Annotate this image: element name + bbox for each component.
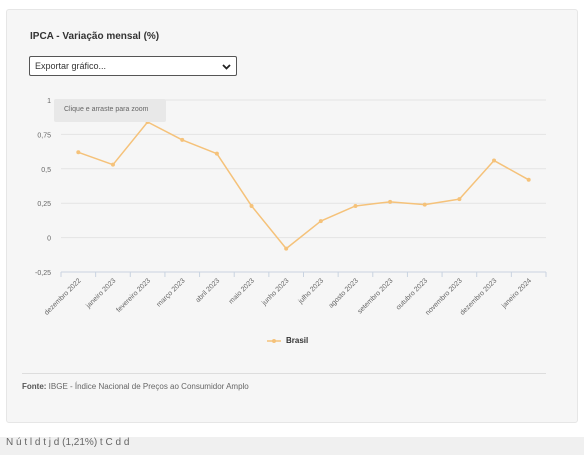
source-text: IBGE - Índice Nacional de Preços ao Cons… xyxy=(46,382,249,391)
x-tick-label: fevereiro 2023 xyxy=(115,277,152,314)
data-point xyxy=(110,162,115,167)
x-tick-label: maio 2023 xyxy=(228,277,256,305)
export-select-label: Exportar gráfico... xyxy=(35,61,107,71)
footer-divider xyxy=(22,373,546,374)
legend-swatch-brasil xyxy=(267,339,281,343)
data-point xyxy=(526,177,531,182)
data-point xyxy=(318,219,323,224)
export-chart-select[interactable]: Exportar gráfico... xyxy=(29,56,237,76)
data-point xyxy=(180,137,185,142)
data-point xyxy=(353,203,358,208)
x-tick-label: março 2023 xyxy=(156,277,187,308)
y-tick-label: 0,75 xyxy=(37,132,51,139)
y-tick-label: 1 xyxy=(47,98,51,105)
y-tick-label: -0,25 xyxy=(35,270,51,277)
x-tick-label: agosto 2023 xyxy=(328,277,360,309)
x-tick-label: janeiro 2023 xyxy=(84,277,117,310)
chevron-down-icon xyxy=(222,64,231,70)
y-tick-label: 0,5 xyxy=(41,167,51,174)
y-tick-label: 0 xyxy=(47,236,51,243)
x-tick-label: junho 2023 xyxy=(260,277,290,307)
chart-card: IPCA - Variação mensal (%) Exportar gráf… xyxy=(6,9,578,423)
data-point xyxy=(457,197,462,202)
x-tick-label: dezembro 2022 xyxy=(43,277,82,316)
x-tick-label: setembro 2023 xyxy=(357,277,395,315)
data-point xyxy=(76,150,81,155)
x-tick-label: abril 2023 xyxy=(195,277,222,304)
data-point xyxy=(388,199,393,204)
x-tick-label: dezembro 2023 xyxy=(459,277,498,316)
data-point xyxy=(284,246,289,251)
zoom-hint-text: Clique e arraste para zoom xyxy=(64,106,149,113)
data-point xyxy=(214,151,219,156)
page-text-cutoff: N ú t l d t j d (1,21%) t C d d xyxy=(0,437,584,455)
data-point xyxy=(422,202,427,207)
x-tick-label: janeiro 2024 xyxy=(500,277,533,310)
x-tick-label: outubro 2023 xyxy=(395,277,429,311)
chart-title: IPCA - Variação mensal (%) xyxy=(30,31,160,42)
data-point xyxy=(492,158,497,163)
data-point xyxy=(249,203,254,208)
legend-label-brasil: Brasil xyxy=(286,336,309,345)
y-tick-label: 0,25 xyxy=(37,201,51,208)
x-tick-label: novembro 2023 xyxy=(424,277,463,316)
source-note: Fonte: IBGE - Índice Nacional de Preços … xyxy=(22,382,249,391)
zoom-hint-tooltip: Clique e arraste para zoom xyxy=(54,99,166,122)
series-line-brasil xyxy=(78,121,530,250)
source-prefix: Fonte: xyxy=(22,382,47,391)
x-tick-label: julho 2023 xyxy=(297,277,326,306)
cutoff-text: N ú t l d t j d (1,21%) t C d d xyxy=(6,437,130,448)
